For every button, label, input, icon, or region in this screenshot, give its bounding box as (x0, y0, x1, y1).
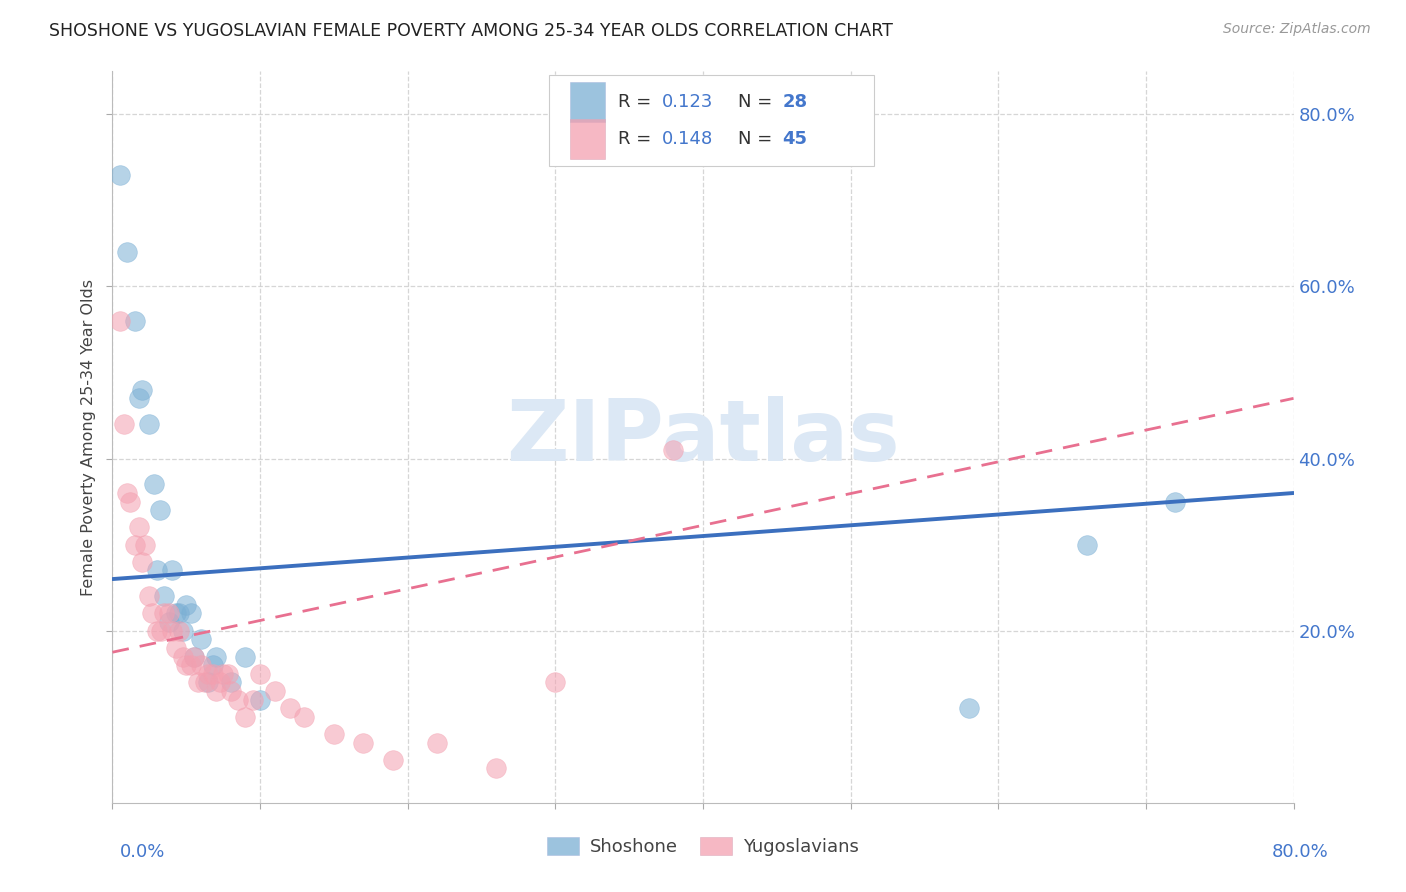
Point (108, 168, 131, 182)
Point (153, 589, 176, 603)
Point (172, 624, 194, 638)
Point (153, 607, 176, 621)
Point (190, 658, 212, 673)
Point (157, 607, 180, 621)
Text: 45: 45 (782, 130, 807, 148)
Point (233, 710, 256, 724)
Text: 0.0%: 0.0% (120, 843, 165, 861)
Point (249, 692, 271, 706)
Point (165, 640, 187, 655)
Y-axis label: Female Poverty Among 25-34 Year Olds: Female Poverty Among 25-34 Year Olds (80, 278, 96, 596)
Point (131, 555, 153, 569)
Point (172, 649, 194, 664)
Point (141, 607, 163, 621)
Text: 28: 28 (782, 94, 807, 112)
Point (194, 675, 217, 690)
Point (544, 675, 567, 690)
Point (124, 314, 146, 328)
Point (117, 486, 138, 500)
Point (128, 520, 150, 534)
Point (662, 442, 685, 457)
Legend: Shoshone, Yugoslavians: Shoshone, Yugoslavians (540, 830, 866, 863)
Text: R =: R = (619, 130, 657, 148)
Point (233, 649, 256, 664)
Point (190, 632, 212, 647)
Point (352, 735, 374, 749)
FancyBboxPatch shape (569, 120, 605, 160)
Text: ZIPatlas: ZIPatlas (506, 395, 900, 479)
Point (138, 417, 160, 432)
Point (426, 735, 449, 749)
Point (183, 649, 205, 664)
Point (131, 383, 153, 397)
Point (160, 564, 183, 578)
FancyBboxPatch shape (569, 82, 605, 122)
Point (1164, 494, 1187, 508)
Point (180, 607, 202, 621)
Point (278, 701, 301, 715)
Point (205, 649, 228, 664)
Point (174, 598, 197, 612)
Point (219, 675, 242, 690)
Point (205, 684, 228, 698)
Point (174, 658, 197, 673)
Text: R =: R = (619, 94, 657, 112)
Point (217, 666, 239, 681)
Point (485, 761, 508, 775)
Point (160, 624, 183, 638)
Point (957, 701, 980, 715)
Point (242, 692, 264, 706)
Point (124, 538, 146, 552)
Point (197, 675, 219, 690)
Text: 80.0%: 80.0% (1272, 843, 1329, 861)
Text: 0.148: 0.148 (662, 130, 713, 148)
Text: 0.123: 0.123 (662, 94, 713, 112)
Point (120, 494, 142, 508)
Point (157, 615, 180, 629)
Point (183, 649, 205, 664)
FancyBboxPatch shape (550, 75, 875, 167)
Point (146, 564, 169, 578)
Point (382, 753, 405, 767)
Point (323, 727, 346, 741)
Point (180, 658, 202, 673)
Point (138, 589, 160, 603)
Point (134, 538, 156, 552)
Point (264, 684, 287, 698)
Text: Source: ZipAtlas.com: Source: ZipAtlas.com (1223, 22, 1371, 37)
Point (219, 684, 242, 698)
Text: N =: N = (738, 94, 779, 112)
Point (108, 314, 131, 328)
Point (150, 624, 173, 638)
Point (142, 477, 165, 491)
Point (201, 666, 224, 681)
Point (212, 666, 235, 681)
Point (187, 675, 209, 690)
Text: N =: N = (738, 130, 779, 148)
Point (201, 658, 224, 673)
Point (117, 245, 138, 260)
Point (167, 607, 190, 621)
Text: SHOSHONE VS YUGOSLAVIAN FEMALE POVERTY AMONG 25-34 YEAR OLDS CORRELATION CHART: SHOSHONE VS YUGOSLAVIAN FEMALE POVERTY A… (49, 22, 893, 40)
Point (165, 607, 187, 621)
Point (149, 503, 172, 517)
Point (249, 666, 271, 681)
Point (146, 624, 169, 638)
Point (167, 624, 190, 638)
Point (209, 675, 232, 690)
Point (112, 417, 135, 432)
Point (197, 666, 219, 681)
Point (292, 710, 315, 724)
Point (128, 392, 150, 406)
Point (226, 692, 249, 706)
Point (1076, 538, 1098, 552)
